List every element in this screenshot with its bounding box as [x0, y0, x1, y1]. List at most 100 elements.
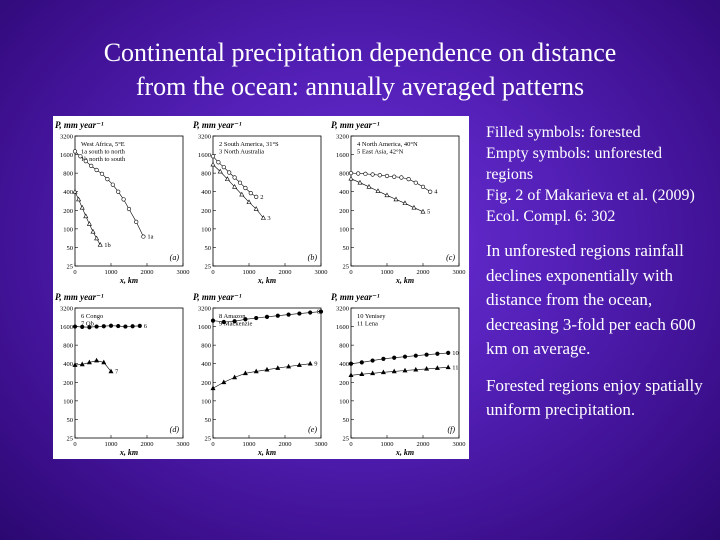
data-point: [123, 324, 128, 329]
y-tick-label: 100: [201, 226, 211, 233]
data-point: [402, 200, 408, 206]
data-point: [392, 174, 397, 179]
data-point: [413, 180, 418, 185]
data-point: [377, 173, 382, 178]
y-tick-label: 200: [339, 208, 349, 215]
data-point: [86, 221, 92, 226]
series-3: 3: [210, 161, 271, 222]
data-point: [76, 196, 82, 202]
y-tick-label: 25: [67, 436, 74, 443]
series-label: 2: [260, 194, 263, 201]
data-point: [264, 366, 270, 372]
chart-panel-a: P, mm year⁻¹ 3200 1600 800 400 200 100 50 250 100…: [55, 120, 190, 285]
legend-entry: 1b north to south: [81, 156, 126, 163]
y-tick-label: 100: [201, 398, 211, 405]
chart-panel-d: P, mm year⁻¹ 3200 1600 800 400 200 100 50 250 100…: [55, 292, 190, 457]
data-point: [210, 385, 216, 391]
data-point: [116, 189, 121, 194]
panel-label: (d): [170, 425, 180, 434]
series-4: 4: [348, 171, 438, 196]
data-point: [393, 196, 399, 202]
data-point: [446, 350, 451, 355]
data-point: [392, 355, 397, 360]
notes-legend: Filled symbols: forested Empty symbols: …: [486, 122, 712, 227]
y-tick-label: 800: [63, 343, 73, 350]
x-tick-label: 2000: [141, 269, 154, 276]
data-point: [413, 366, 419, 372]
data-point: [232, 183, 238, 189]
x-tick-label: 3000: [453, 441, 466, 448]
data-point: [237, 180, 243, 185]
x-tick-label: 0: [73, 269, 76, 276]
data-point: [402, 367, 408, 373]
legend-entry: 10 Yenisey: [357, 313, 386, 320]
data-point: [348, 171, 354, 176]
chart-panel-b: P, mm year⁻¹ 3200 1600 800 400 200 100 50 250 100…: [193, 120, 328, 285]
data-point: [384, 192, 390, 198]
data-point: [116, 323, 121, 329]
data-point: [221, 165, 226, 170]
y-tick-label: 200: [201, 208, 211, 215]
y-tick-label: 800: [201, 343, 211, 350]
y-tick-label: 3200: [60, 134, 73, 141]
legend-entry: 6 Congo: [81, 313, 103, 320]
data-point: [72, 188, 78, 194]
y-tick-label: 400: [339, 361, 349, 368]
data-point: [108, 368, 114, 374]
x-axis-label: x, km: [257, 448, 276, 457]
plot-frame: [350, 307, 460, 439]
y-tick-label: 400: [63, 189, 73, 196]
y-tick-label: 100: [339, 398, 349, 405]
series-7: 7: [72, 357, 119, 375]
x-tick-label: 1000: [243, 269, 256, 276]
x-axis-label: x, km: [395, 276, 414, 285]
note-forested: Forested regions enjoy spatially uniform…: [486, 375, 703, 420]
y-tick-label: 3200: [336, 306, 349, 313]
y-tick-label: 50: [67, 417, 74, 424]
data-point: [101, 324, 106, 329]
y-tick-label: 1600: [198, 324, 211, 331]
legend-entry: 11 Lena: [357, 321, 378, 328]
data-point: [210, 318, 216, 323]
data-point: [217, 168, 223, 174]
y-tick-label: 400: [339, 189, 349, 196]
data-point: [424, 352, 429, 357]
x-tick-label: 0: [349, 269, 352, 276]
data-point: [308, 310, 313, 315]
plot-frame: [74, 135, 184, 267]
x-tick-label: 1000: [105, 269, 118, 276]
data-point: [126, 206, 132, 212]
series-line: [74, 151, 144, 237]
x-tick-label: 0: [211, 441, 214, 448]
y-tick-label: 800: [339, 343, 349, 350]
series-label: 4: [434, 189, 438, 196]
data-point: [141, 234, 146, 239]
data-point: [232, 175, 237, 180]
series-line: [350, 352, 449, 364]
y-tick-label: 800: [339, 171, 349, 178]
x-tick-label: 2000: [279, 269, 292, 276]
y-tick-label: 200: [339, 380, 349, 387]
series-label: 1b: [104, 242, 111, 249]
series-6: 6: [72, 323, 148, 330]
data-point: [424, 366, 430, 371]
data-point: [232, 319, 237, 324]
legend-entry: 1a south to north: [81, 149, 126, 156]
data-point: [232, 374, 238, 380]
plot-frame: [212, 135, 322, 267]
panel-label: (c): [446, 253, 455, 262]
panel-label: (f): [447, 425, 455, 434]
data-point: [216, 160, 221, 165]
data-point: [253, 206, 259, 211]
data-point: [79, 204, 85, 210]
data-point: [370, 358, 375, 363]
legend-entry: West Africa, 5°E: [81, 141, 125, 148]
data-point: [428, 189, 433, 194]
data-point: [121, 197, 126, 202]
data-point: [254, 315, 259, 321]
data-point: [260, 215, 266, 220]
series-2: 2: [210, 154, 263, 201]
series-label: 9: [314, 361, 317, 368]
data-point: [99, 171, 105, 176]
data-point: [254, 194, 259, 199]
